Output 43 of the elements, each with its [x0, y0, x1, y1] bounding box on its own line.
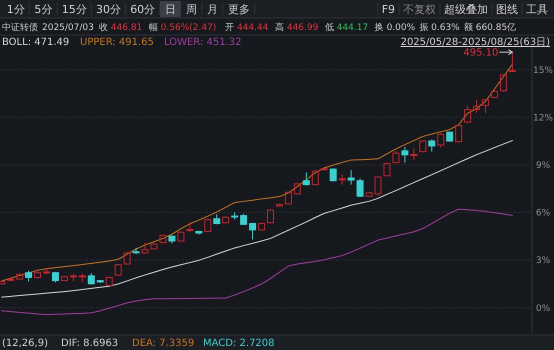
- text: 额 660.85亿: [464, 22, 516, 33]
- text: 图线: [496, 3, 518, 16]
- text: 60分: [130, 3, 156, 16]
- text: 30分: [96, 3, 121, 16]
- y-tick-label: 6%: [536, 208, 551, 219]
- text: 开 444.44: [225, 23, 269, 33]
- text: 周: [186, 3, 197, 16]
- text: BOLL: 471.49: [2, 37, 70, 48]
- y-tick-label: 3%: [536, 256, 551, 266]
- chart-title: 中证转债: [2, 22, 38, 33]
- y-tick-label: 0%: [536, 304, 551, 314]
- text: (12,26,9): [2, 338, 48, 349]
- text: 换 0.00%: [374, 22, 416, 33]
- text: 低 444.17: [324, 22, 368, 33]
- y-tick-label: 15%: [532, 66, 554, 76]
- text: 不复权: [403, 3, 436, 16]
- text: 幅 0.56%(2.47): [148, 22, 216, 33]
- annotation: 495.10: [463, 48, 498, 59]
- text: 5分: [34, 3, 52, 16]
- text: F9: [382, 3, 396, 16]
- text: 日: [164, 3, 176, 16]
- text: MACD: 2.7208: [203, 338, 275, 349]
- text: DEA: 7.3359: [132, 338, 194, 349]
- text: 振 0.63%: [419, 22, 460, 33]
- text: 高 446.99: [274, 22, 319, 33]
- text: 2025/05/28-2025/08/25(63日): [400, 37, 550, 48]
- y-tick-label: 12%: [532, 113, 554, 124]
- line-series: [1, 208, 513, 316]
- text: 2025/07/03: [42, 23, 94, 33]
- text: 1分: [6, 3, 25, 16]
- text: 月: [206, 3, 218, 16]
- text: DIF: 8.6963: [61, 338, 118, 349]
- text: UPPER: 491.65: [80, 37, 154, 48]
- line-series: [1, 64, 513, 282]
- text: 超级叠加: [444, 3, 488, 16]
- text: 15分: [62, 3, 87, 16]
- text: 收 446.81: [98, 22, 142, 33]
- text: 工具: [526, 3, 548, 16]
- line-series: [1, 140, 513, 298]
- candlestick: [473, 99, 480, 114]
- text: LOWER: 451.32: [164, 37, 242, 48]
- y-tick-label: 9%: [536, 160, 551, 171]
- text: 更多: [228, 3, 250, 16]
